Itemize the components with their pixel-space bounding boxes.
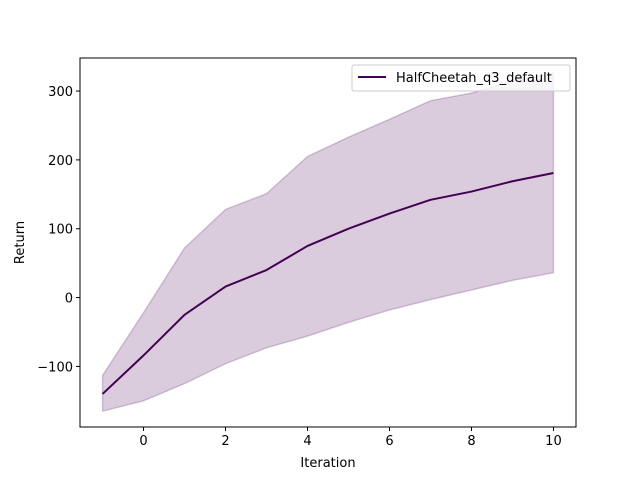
series-band-0 [101, 72, 555, 413]
legend: HalfCheetah_q3_default [351, 64, 571, 92]
x-tick-label: 0 [139, 434, 147, 449]
x-tick-label: 6 [385, 434, 393, 449]
y-tick-label: 0 [65, 292, 73, 307]
legend-box [351, 64, 571, 92]
x-tick-label: 10 [545, 434, 562, 449]
x-tick-label: 2 [221, 434, 229, 449]
legend-label-halfcheetah: HalfCheetah_q3_default [396, 71, 552, 86]
y-tick-label: 100 [48, 223, 73, 238]
axes [79, 57, 577, 428]
series-line-0 [101, 171, 554, 395]
plot-area [101, 72, 555, 413]
ticks: 0 2 4 6 8 10 −100 0 100 200 300 [37, 85, 561, 449]
x-axis-label: Iteration [300, 456, 355, 471]
y-tick-label: 200 [48, 154, 73, 169]
axes-frame [79, 57, 577, 428]
y-tick-label: −100 [37, 360, 73, 375]
x-tick-label: 8 [467, 434, 475, 449]
y-axis-label: Return [13, 221, 28, 264]
x-tick-label: 4 [303, 434, 311, 449]
y-tick-label: 300 [48, 85, 73, 100]
